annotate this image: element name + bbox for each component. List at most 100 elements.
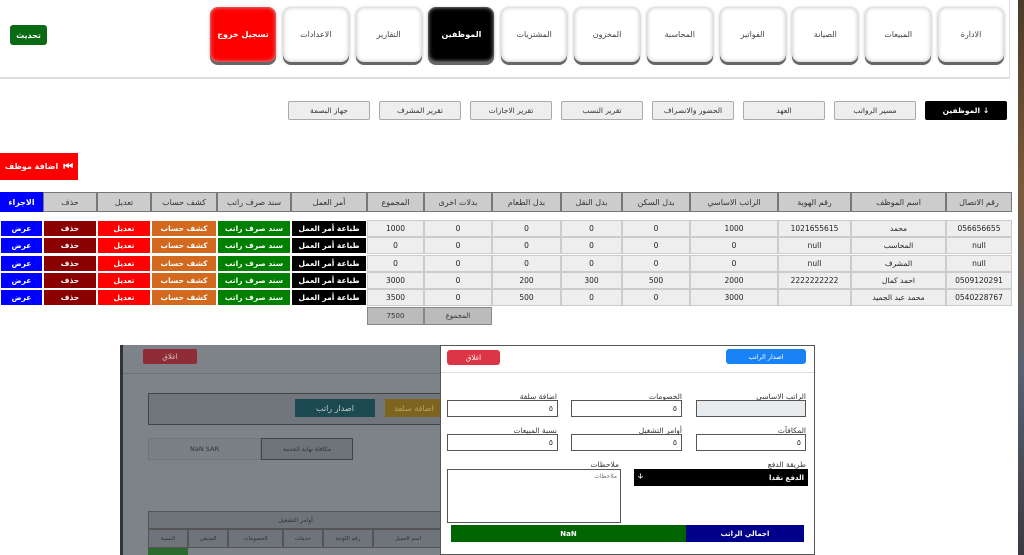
table-cell: 0 [690,254,778,272]
table-cell: null [778,254,851,272]
table-header: رقم الهوية [778,192,851,212]
table-cell: احمد كمال [851,271,946,289]
nav-item-6[interactable]: المشتريات [501,7,568,62]
table-header: الراتب الاساسي [690,192,778,212]
subnav-item-4[interactable]: تقرير النسب [561,101,643,120]
table-header: حذف [43,192,97,212]
payment-method-select[interactable]: 🡣 الدفع نقدا [634,469,808,486]
nav-item-0[interactable]: الادارة [938,7,1004,62]
table-cell: 0 [622,289,690,307]
nav-item-2[interactable]: الصيانة [792,7,859,62]
table-delete-button[interactable]: حذف [43,271,97,289]
table-view-button[interactable]: عرض [0,289,43,307]
total-label: المجموع [424,307,492,325]
subnav-item-5[interactable]: تقرير الاجازات [470,101,552,120]
table-salary-voucher-button[interactable]: سند صرف راتب [217,237,291,255]
nav-item-10[interactable]: تسجيل خروج [210,7,276,62]
nav-item-1[interactable]: المبيعات [865,7,932,62]
table-header: كشف حساب [151,192,217,212]
subnav-label: العهد [776,106,792,115]
subnav-item-1[interactable]: مسير الرواتب [834,101,916,120]
subnav-item-0[interactable]: الموظفين ↓ [925,101,1007,120]
sales-pct-input[interactable]: ٥ [447,434,558,451]
table-header: تعديل [97,192,151,212]
salary-total-label: اجمالي الراتب [686,525,804,542]
table-cell: 0 [561,254,622,272]
table-cell: 0 [424,237,492,255]
close-button[interactable]: اغلاق [447,350,500,365]
subnav-label: تقرير المشرف [397,106,443,115]
nav-item-8[interactable]: التقارير [355,7,422,62]
table-delete-button[interactable]: حذف [43,289,97,307]
table-header: المجموع [367,192,424,212]
table-cell: المحاسب [851,237,946,255]
add-employee-button[interactable]: اضافة موظف ⏮ [0,153,78,180]
nav-item-5[interactable]: المخزون [574,7,640,62]
issue-salary-button[interactable]: اصدار راتب [295,399,375,417]
table-view-button[interactable]: عرض [0,237,43,255]
subnav-item-2[interactable]: العهد [743,101,825,120]
total-value: 7500 [367,307,424,325]
table-edit-button[interactable]: تعديل [97,237,151,255]
table-delete-button[interactable]: حذف [43,237,97,255]
table-cell: 0509120291 [946,271,1012,289]
table-edit-button[interactable]: تعديل [97,289,151,307]
table-edit-button[interactable]: تعديل [97,271,151,289]
ops-label: أوامر التشغيل [638,426,682,435]
table-cell: 500 [622,271,690,289]
table-print-work-order-button[interactable]: طباعة أمر العمل [291,254,367,272]
basic-salary-input[interactable] [696,400,806,417]
table-salary-voucher-button[interactable]: سند صرف راتب [217,289,291,307]
table-view-button[interactable]: عرض [0,271,43,289]
table-account-statement-button[interactable]: كشف حساب [151,254,217,272]
table-cell: المشرف [851,254,946,272]
table-salary-voucher-button[interactable]: سند صرف راتب [217,220,291,237]
nav-item-7[interactable]: الموظفين [428,7,495,62]
table-header: بدل السكن [622,192,690,212]
window-edge [1018,0,1024,555]
skip-back-icon: ⏮ [63,159,74,173]
table-cell: 2000 [690,271,778,289]
table-account-statement-button[interactable]: كشف حساب [151,237,217,255]
notes-textarea[interactable] [447,469,621,523]
ops-input[interactable]: ٥ [571,434,682,451]
table-cell: null [946,254,1012,272]
table-account-statement-button[interactable]: كشف حساب [151,271,217,289]
table-header: بدلات اخرى [424,192,492,212]
advance-label: اضافة سلفة [519,392,557,401]
table-print-work-order-button[interactable]: طباعة أمر العمل [291,237,367,255]
table-salary-voucher-button[interactable]: سند صرف راتب [217,271,291,289]
table-print-work-order-button[interactable]: طباعة أمر العمل [291,220,367,237]
table-view-button[interactable]: عرض [0,220,43,237]
subnav-item-6[interactable]: تقرير المشرف [379,101,461,120]
table-view-button[interactable]: عرض [0,254,43,272]
subnav-item-3[interactable]: الحضور والانصراف [652,101,734,120]
table-print-work-order-button[interactable]: طباعة أمر العمل [291,289,367,307]
nav-item-4[interactable]: المحاسبة [646,7,713,62]
table-cell: 0 [690,237,778,255]
table-edit-button[interactable]: تعديل [97,254,151,272]
table-salary-voucher-button[interactable]: سند صرف راتب [217,254,291,272]
close-button-back[interactable]: اغلاق [143,349,197,364]
table-account-statement-button[interactable]: كشف حساب [151,220,217,237]
refresh-button[interactable]: تحديث [10,25,47,45]
nav-item-9[interactable]: الاعدادات [282,7,349,62]
table-account-statement-button[interactable]: كشف حساب [151,289,217,307]
subnav-item-7[interactable]: جهاز البصمة [288,101,370,120]
advance-input[interactable]: ٥ [447,400,558,417]
sales-pct-label: نسبة المبيعات [513,426,557,435]
nav-item-3[interactable]: الفواتير [719,7,786,62]
table-delete-button[interactable]: حذف [43,220,97,237]
ops-header: اسم العميل [373,529,443,548]
add-advance-button[interactable]: اضافة سلفة [385,399,443,417]
bonus-input[interactable]: ٥ [696,434,806,451]
table-print-work-order-button[interactable]: طباعة أمر العمل [291,271,367,289]
table-cell [778,289,851,307]
deductions-input[interactable]: ٥ [571,400,682,417]
ops-ratio-cell [148,548,188,555]
table-edit-button[interactable]: تعديل [97,220,151,237]
issue-salary-submit-button[interactable]: اصدار الراتب [726,349,806,364]
subnav-label: تقرير الاجازات [488,106,534,115]
nan-sar-value: NaN SAR [148,438,261,460]
table-delete-button[interactable]: حذف [43,254,97,272]
